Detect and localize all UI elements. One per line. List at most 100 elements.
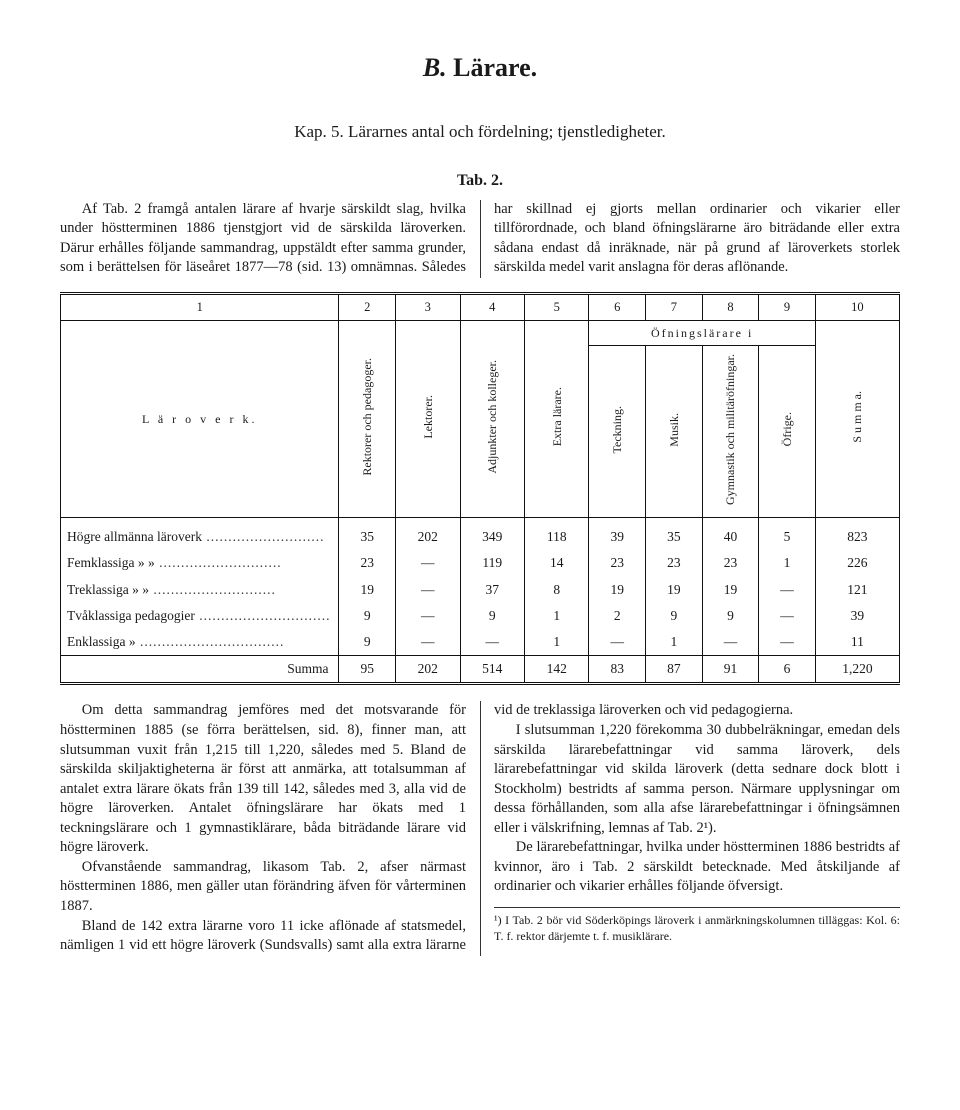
cell: —	[759, 629, 816, 656]
table-row: Treklassiga » » ........................…	[61, 577, 900, 603]
cell: 23	[339, 550, 396, 576]
footnote: ¹) I Tab. 2 bör vid Söderköpings lärover…	[494, 907, 900, 944]
cell: 9	[646, 603, 703, 629]
cell: 35	[646, 518, 703, 551]
group-header: Öfningslärare i	[589, 320, 815, 345]
colnum: 8	[702, 293, 759, 320]
cell: —	[702, 629, 759, 656]
cell: 202	[396, 518, 460, 551]
cell: 39	[815, 603, 899, 629]
chapter-subtitle: Kap. 5. Lärarnes antal och fördelning; t…	[60, 121, 900, 144]
cell: 1	[759, 550, 816, 576]
cell: 9	[702, 603, 759, 629]
row-label: Tvåklassiga pedagogier .................…	[61, 603, 339, 629]
cell: 40	[702, 518, 759, 551]
cell: 23	[702, 550, 759, 576]
page-title: B. Lärare.	[60, 50, 900, 85]
cell: 1	[524, 629, 588, 656]
cell: —	[396, 629, 460, 656]
cell: —	[759, 577, 816, 603]
cell: 87	[646, 656, 703, 684]
body-paragraph: I slutsumman 1,220 förekomma 30 dubbelrä…	[494, 721, 900, 838]
body-paragraph: Om detta sammandrag jemföres med det mot…	[60, 701, 466, 858]
colnum: 6	[589, 293, 646, 320]
row-header-title: L ä r o v e r k.	[61, 320, 339, 517]
table-row: Högre allmänna läroverk ................…	[61, 518, 900, 551]
row-label: Högre allmänna läroverk ................…	[61, 518, 339, 551]
table-label: Tab. 2.	[60, 170, 900, 192]
cell: 95	[339, 656, 396, 684]
cell: 14	[524, 550, 588, 576]
cell: 202	[396, 656, 460, 684]
intro-paragraph: Af Tab. 2 framgå antalen lärare af hvarj…	[60, 200, 900, 278]
cell: 19	[339, 577, 396, 603]
col-header: Musik.	[646, 345, 703, 517]
cell: 118	[524, 518, 588, 551]
colnum: 9	[759, 293, 816, 320]
cell: 1,220	[815, 656, 899, 684]
cell: 83	[589, 656, 646, 684]
table-body: Högre allmänna läroverk ................…	[61, 518, 900, 684]
cell: 5	[759, 518, 816, 551]
cell: 823	[815, 518, 899, 551]
title-main: Lärare.	[447, 53, 538, 82]
cell: 9	[339, 629, 396, 656]
header-row-group: L ä r o v e r k. Rektorer och pedagoger.…	[61, 320, 900, 345]
cell: 6	[759, 656, 816, 684]
cell: 8	[524, 577, 588, 603]
cell: 226	[815, 550, 899, 576]
table-row: Enklassiga » ...........................…	[61, 629, 900, 656]
col-header: Extra lärare.	[524, 320, 588, 517]
cell: —	[396, 603, 460, 629]
cell: 23	[646, 550, 703, 576]
colnum: 4	[460, 293, 524, 320]
cell: 11	[815, 629, 899, 656]
cell: 23	[589, 550, 646, 576]
row-label: Femklassiga » » ........................…	[61, 550, 339, 576]
col-header: S u m m a.	[815, 320, 899, 517]
cell: 1	[524, 603, 588, 629]
colnum: 5	[524, 293, 588, 320]
colnum: 3	[396, 293, 460, 320]
cell: 121	[815, 577, 899, 603]
cell: 1	[646, 629, 703, 656]
row-label: Enklassiga » ...........................…	[61, 629, 339, 656]
cell: 9	[460, 603, 524, 629]
cell: —	[460, 629, 524, 656]
larare-table: 1 2 3 4 5 6 7 8 9 10 L ä r o v e r k. Re…	[60, 292, 900, 686]
colnum: 2	[339, 293, 396, 320]
colnum: 7	[646, 293, 703, 320]
colnum: 10	[815, 293, 899, 320]
cell: 514	[460, 656, 524, 684]
cell: 37	[460, 577, 524, 603]
body-paragraph: De lärarebefattningar, hvilka under höst…	[494, 838, 900, 897]
intro-columns: Af Tab. 2 framgå antalen lärare af hvarj…	[60, 200, 900, 278]
col-header: Lektorer.	[396, 320, 460, 517]
col-header: Öfrige.	[759, 345, 816, 517]
cell: —	[759, 603, 816, 629]
table-row: Tvåklassiga pedagogier .................…	[61, 603, 900, 629]
cell: 2	[589, 603, 646, 629]
cell: —	[589, 629, 646, 656]
body-paragraph: Ofvanstående sammandrag, likasom Tab. 2,…	[60, 858, 466, 917]
table-sum-row: Summa9520251414283879161,220	[61, 656, 900, 684]
cell: 19	[589, 577, 646, 603]
sum-label: Summa	[61, 656, 339, 684]
cell: 39	[589, 518, 646, 551]
cell: 19	[702, 577, 759, 603]
cell: 91	[702, 656, 759, 684]
table-row: Femklassiga » » ........................…	[61, 550, 900, 576]
col-header: Teckning.	[589, 345, 646, 517]
cell: 119	[460, 550, 524, 576]
col-header: Gymnastik och militäröfningar.	[702, 345, 759, 517]
colnum: 1	[61, 293, 339, 320]
cell: 349	[460, 518, 524, 551]
cell: 9	[339, 603, 396, 629]
cell: 35	[339, 518, 396, 551]
cell: 142	[524, 656, 588, 684]
col-header: Adjunkter och kolleger.	[460, 320, 524, 517]
title-prefix: B.	[423, 53, 447, 82]
cell: —	[396, 550, 460, 576]
cell: 19	[646, 577, 703, 603]
col-header: Rektorer och pedagoger.	[339, 320, 396, 517]
